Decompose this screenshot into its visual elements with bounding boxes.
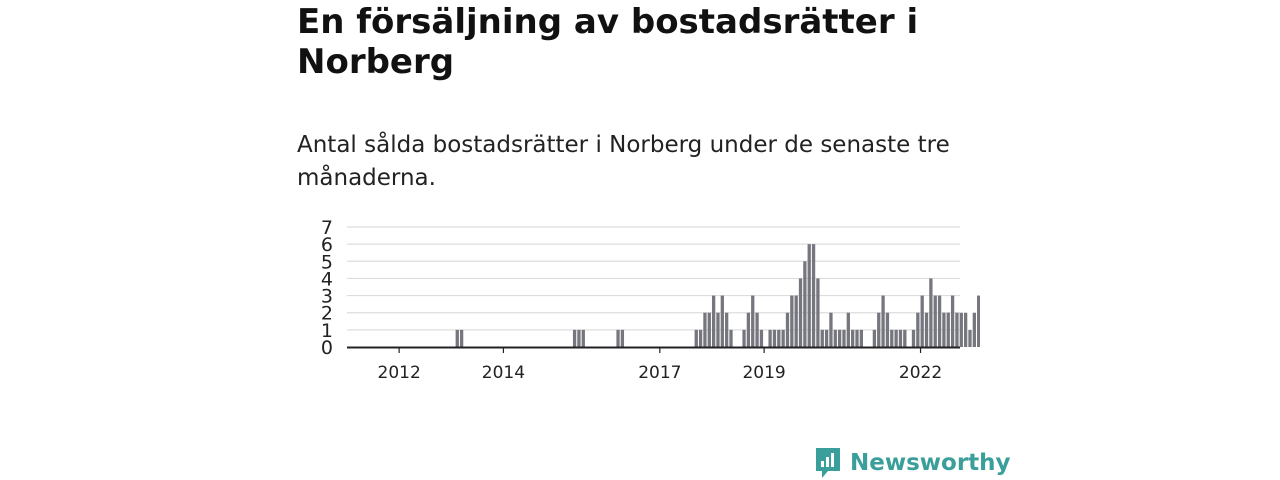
bar (972, 312, 976, 347)
chart-title: En försäljning av bostadsrätter i Norber… (297, 2, 919, 82)
y-tick-label: 6 (321, 234, 333, 256)
bar (711, 295, 716, 347)
bar (729, 329, 733, 347)
bar (616, 329, 620, 347)
bar (716, 312, 720, 347)
bar (851, 329, 855, 347)
bar (572, 329, 577, 347)
newsworthy-logo: Newsworthy (814, 446, 1011, 480)
x-tick-label: 2012 (378, 363, 421, 383)
bar (833, 329, 837, 347)
bar (872, 329, 877, 347)
bar (885, 312, 890, 347)
gridlines (347, 226, 960, 331)
bar (455, 329, 459, 347)
bar (703, 312, 707, 347)
y-tick-label: 3 (321, 286, 333, 308)
bar (720, 295, 724, 347)
y-tick-label: 7 (321, 217, 333, 239)
bar (790, 295, 794, 347)
bar (698, 329, 703, 347)
y-tick-label: 5 (321, 251, 333, 273)
bar (824, 329, 829, 347)
bar (968, 329, 972, 347)
x-tick-label: 2014 (482, 363, 525, 383)
y-tick-label: 4 (321, 268, 333, 290)
bar (742, 329, 746, 347)
bar (794, 295, 798, 347)
bar (807, 244, 811, 347)
bar (755, 312, 759, 347)
bar (955, 312, 959, 347)
bar (459, 329, 464, 347)
bar (937, 295, 942, 347)
bar (781, 329, 785, 347)
bar (842, 329, 846, 347)
y-tick-label: 1 (321, 320, 333, 342)
bar (759, 329, 764, 347)
bar (942, 312, 946, 347)
bar (846, 312, 850, 347)
bar (798, 278, 803, 347)
bar (820, 329, 824, 347)
x-tick-label: 2022 (899, 363, 942, 383)
bar-chart-speech-bubble-icon (816, 448, 840, 478)
bar (811, 244, 816, 347)
bar (707, 312, 711, 347)
bar (785, 312, 790, 347)
bar (911, 329, 916, 347)
bar (859, 329, 864, 347)
x-tick-label: 2019 (742, 363, 785, 383)
bar (903, 329, 907, 347)
bars (455, 244, 980, 347)
bar (929, 278, 933, 347)
bar (920, 295, 924, 347)
y-tick-label: 2 (321, 303, 333, 325)
bar (777, 329, 781, 347)
bar (933, 295, 937, 347)
bar (694, 329, 698, 347)
bar (816, 278, 820, 347)
bar (890, 329, 894, 347)
bar (837, 329, 842, 347)
bar (577, 329, 581, 347)
y-tick-label: 0 (321, 337, 333, 359)
bar (877, 312, 881, 347)
bar (746, 312, 751, 347)
bar (963, 312, 968, 347)
x-tick-label: 2017 (638, 363, 681, 383)
bar (803, 261, 807, 347)
bar (768, 329, 772, 347)
bar (977, 295, 980, 347)
bar (772, 329, 777, 347)
bar (924, 312, 929, 347)
bar (881, 295, 885, 347)
chart-subtitle: Antal sålda bostadsrätter i Norberg unde… (297, 132, 950, 191)
brand-name: Newsworthy (850, 450, 1011, 476)
bar (725, 312, 729, 347)
bar (620, 329, 625, 347)
bar (946, 312, 950, 347)
bar (898, 329, 903, 347)
bar (855, 329, 859, 347)
bar (950, 295, 955, 347)
bar (751, 295, 755, 347)
x-axis-ticks: 201220142017201920222024 (378, 347, 942, 383)
bar (829, 312, 833, 347)
bar (959, 312, 963, 347)
bar (581, 329, 585, 347)
bar (916, 312, 920, 347)
bar (894, 329, 898, 347)
